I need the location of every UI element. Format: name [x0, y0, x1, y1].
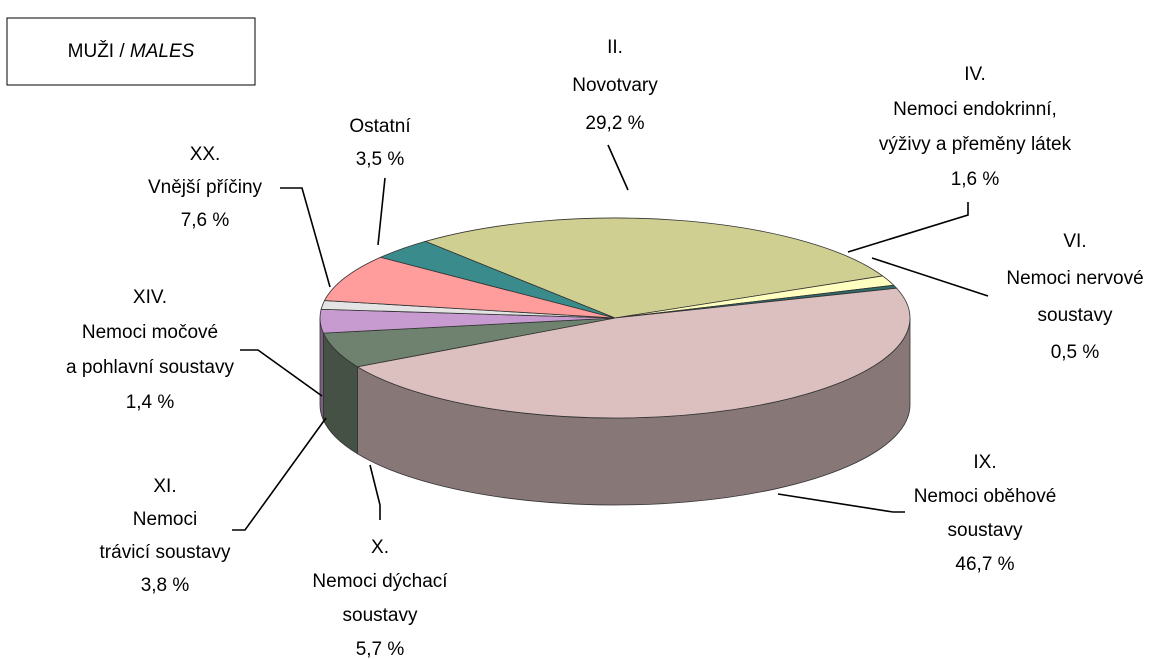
slice-label: X.	[371, 537, 389, 558]
slice-side	[319, 317, 324, 421]
leader-line	[232, 417, 327, 531]
slice-label: XX.	[190, 144, 221, 165]
value-label: 1,6 %	[951, 169, 1000, 190]
slice-label: IV.	[964, 64, 986, 85]
slice-label: Novotvary	[572, 75, 658, 96]
leader-line	[871, 257, 989, 297]
slice-label: Nemoci endokrinní,	[893, 99, 1057, 120]
value-label: 3,5 %	[356, 149, 405, 170]
slice	[379, 240, 616, 319]
leader-line	[847, 202, 969, 253]
slice-label: Ostatní	[349, 116, 411, 137]
slice-label: soustavy	[948, 520, 1023, 541]
title-cz: MUŽI /	[68, 40, 126, 62]
slice-label: Vnější příčiny	[148, 177, 263, 198]
slice	[356, 287, 911, 419]
slice-label: VI.	[1063, 231, 1086, 252]
slice-label: II.	[607, 37, 623, 58]
chart-title: MUŽI / MALES	[68, 40, 195, 62]
leader-line	[607, 144, 629, 191]
leader-line	[777, 493, 905, 513]
value-label: 5,7 %	[356, 639, 405, 659]
title-box	[6, 17, 256, 86]
leader-line	[240, 349, 323, 397]
slice-label: XIV.	[133, 287, 167, 308]
slice	[424, 217, 884, 319]
slice-label: Nemoci močové	[82, 322, 218, 343]
slice-label: Nemoci dýchací	[312, 571, 448, 592]
leader-line	[280, 187, 331, 288]
slice-label: Nemoci oběhové	[914, 486, 1057, 507]
title-en: MALES	[130, 41, 195, 62]
slice-label: soustavy	[1038, 305, 1113, 326]
slice-label: a pohlavní soustavy	[66, 357, 234, 378]
slice-label: Nemoci nervové	[1006, 268, 1143, 289]
value-label: 7,6 %	[181, 210, 230, 231]
slice	[323, 256, 616, 319]
leader-line	[369, 464, 381, 520]
slice-label: soustavy	[343, 605, 418, 626]
value-label: 0,5 %	[1051, 342, 1100, 363]
slice-label: výživy a přeměny látek	[879, 134, 1072, 155]
slice-label: IX.	[973, 452, 996, 473]
value-label: 46,7 %	[955, 554, 1014, 575]
slice-label: XI.	[153, 476, 176, 497]
value-label: 29,2 %	[585, 113, 644, 134]
value-label: 1,4 %	[126, 392, 175, 413]
slice-label: Nemoci	[133, 509, 197, 530]
slice-label: trávicí soustavy	[100, 542, 231, 563]
leader-line	[377, 177, 386, 246]
value-label: 3,8 %	[141, 575, 190, 596]
